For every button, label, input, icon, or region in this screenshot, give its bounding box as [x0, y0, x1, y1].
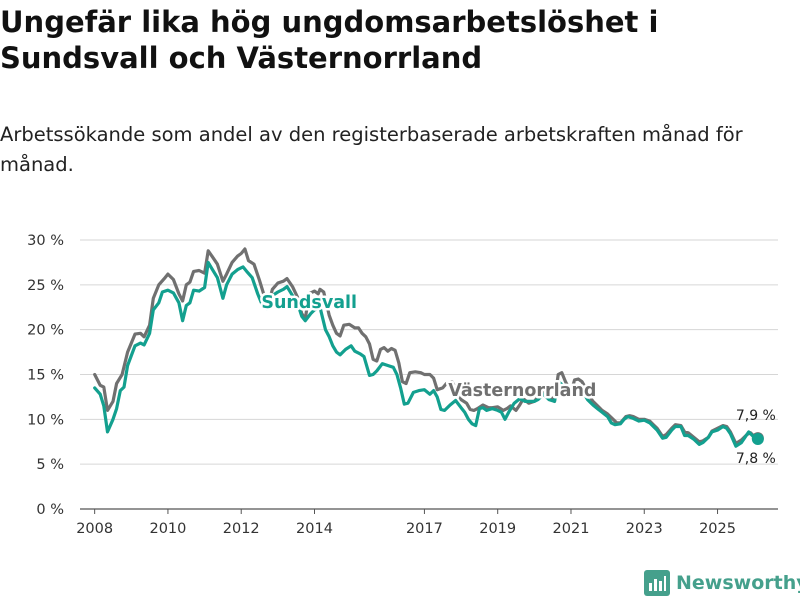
x-tick-label: 2021 [553, 521, 590, 537]
x-tick-label: 2025 [699, 521, 736, 537]
series-line-sundsvall [93, 260, 760, 448]
y-tick-label: 30 % [27, 233, 64, 249]
brand-name: Newsworthy [676, 572, 800, 594]
x-tick-label: 2010 [149, 521, 186, 537]
series-label-västernorrland: Västernorrland [448, 381, 596, 401]
x-tick-label: 2017 [406, 521, 443, 537]
y-axis-tick-labels: 0 % 5 % 10 % 15 % 20 % 25 % 30 % [27, 233, 64, 518]
x-tick-label: 2014 [296, 521, 333, 537]
end-value-label-sundsvall: 7,8 % [736, 451, 776, 467]
series-label-sundsvall: Sundsvall [261, 293, 357, 313]
chart-subtitle: Arbetssökande som andel av den registerb… [0, 123, 743, 176]
series-line-västernorrland [93, 247, 760, 446]
y-tick-label: 25 % [27, 278, 64, 294]
x-tick-label: 2023 [626, 521, 663, 537]
end-point-sundsvall [751, 433, 764, 446]
y-tick-label: 20 % [27, 323, 64, 339]
x-tick-label: 2019 [479, 521, 516, 537]
series-label-halo: Sundsvall [261, 293, 357, 313]
y-tick-label: 0 % [36, 502, 64, 518]
y-tick-label: 5 % [36, 457, 64, 473]
brand-logo: Newsworthy [644, 568, 800, 598]
x-axis-tick-labels: 2008 2010 2012 2014 2017 2019 2021 2023 2025 [76, 509, 736, 537]
x-tick-label: 2008 [76, 521, 113, 537]
newsworthy-logo-icon [644, 570, 670, 596]
y-tick-label: 15 % [27, 368, 64, 384]
end-value-label-västernorrland: 7,9 % [736, 408, 776, 424]
y-tick-label: 10 % [27, 412, 64, 428]
series-label-halo: Västernorrland [448, 381, 596, 401]
series-lines [93, 247, 764, 448]
x-tick-label: 2012 [223, 521, 260, 537]
chart-title: Ungefär lika hög ungdomsarbetslöshet i S… [0, 5, 659, 75]
